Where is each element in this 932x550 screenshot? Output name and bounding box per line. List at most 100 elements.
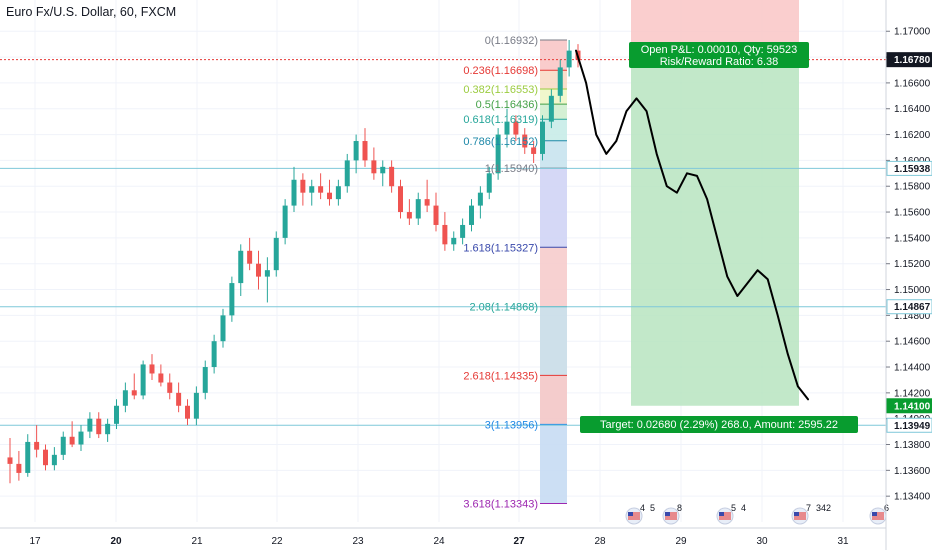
time-tick-label: 31	[837, 536, 849, 547]
price-tick-label: 1.13400	[894, 492, 931, 503]
candle-body	[335, 186, 341, 200]
price-axis[interactable]: 1.170001.168001.166001.164001.162001.160…	[885, 0, 932, 550]
candle-body	[531, 147, 537, 154]
candle-body	[398, 186, 403, 213]
fib-level-label: 3.618(1.13343)	[463, 499, 538, 511]
price-tick-label: 1.15600	[894, 208, 931, 219]
fib-zone	[540, 40, 567, 71]
price-label-text: 1.16780	[894, 55, 931, 66]
candle-body	[202, 367, 208, 393]
event-count: 342	[816, 503, 831, 513]
candle-body	[486, 173, 492, 193]
fib-level-label: 0.618(1.16319)	[463, 114, 538, 126]
candle-body	[96, 418, 102, 435]
price-tick-label: 1.15000	[894, 285, 931, 296]
price-label-text: 1.15938	[894, 164, 931, 175]
price-label-bg	[886, 417, 932, 433]
candle-body	[211, 341, 217, 368]
fib-level-label: 3(1.13956)	[485, 419, 538, 431]
time-tick-label: 20	[110, 536, 122, 547]
flag-stripes-icon	[719, 512, 731, 520]
candle-body	[69, 436, 75, 445]
time-tick-label: 21	[191, 536, 203, 547]
candle-body	[238, 250, 244, 284]
event-count: 6	[884, 503, 889, 513]
candle-body	[344, 160, 350, 187]
target-badge-bg	[580, 416, 858, 433]
fib-level-label: 2.618(1.14335)	[463, 370, 538, 382]
time-tick-label: 27	[513, 536, 525, 547]
event-count: 7	[806, 503, 811, 513]
price-label-bg	[886, 398, 932, 414]
candle-body	[114, 405, 119, 424]
candle-body	[513, 121, 519, 135]
candle-body	[264, 270, 270, 277]
time-tick-label: 28	[594, 536, 606, 547]
fib-level-label: 0(1.16932)	[485, 35, 538, 47]
candle-body	[34, 441, 40, 450]
price-label: 1.16780	[886, 52, 932, 68]
candle-body	[442, 224, 448, 245]
event-count: 8	[677, 503, 682, 513]
candle-body	[522, 134, 528, 148]
fib-zone	[540, 424, 567, 504]
candle-body	[131, 390, 137, 396]
fib-zone	[540, 70, 567, 89]
candle-body	[105, 423, 111, 435]
candle-body	[540, 121, 545, 154]
price-tick-label: 1.16200	[894, 130, 931, 141]
candle-body	[167, 382, 173, 393]
flag-stripes-icon	[794, 512, 806, 520]
candle-body	[193, 392, 199, 419]
candle-body	[51, 454, 57, 466]
price-tick-label: 1.15800	[894, 182, 931, 193]
fib-level-label: 0.382(1.16553)	[463, 84, 538, 96]
flag-canton-icon	[665, 512, 670, 516]
candle-body	[16, 463, 22, 473]
candle-body	[495, 134, 501, 174]
price-label: 1.14867	[886, 299, 932, 315]
event-marker[interactable]: 7 342	[791, 503, 831, 525]
flag-stripes-icon	[872, 512, 884, 520]
candle-body	[415, 199, 421, 219]
time-tick-label: 24	[433, 536, 445, 547]
open-pnl-badge: Open P&L: 0.00010, Qty: 59523Risk/Reward…	[629, 42, 809, 68]
candle-body	[25, 441, 31, 473]
candle-body	[229, 283, 235, 316]
fib-level-label: 2.08(1.14868)	[470, 302, 539, 314]
candle-body	[433, 205, 439, 225]
candle-body	[78, 431, 84, 445]
price-tick-label: 1.17000	[894, 27, 931, 38]
price-tick-label: 1.14800	[894, 311, 931, 322]
candle-body	[273, 237, 279, 271]
fib-level-label: 1.618(1.15327)	[463, 242, 538, 254]
candle-body	[291, 179, 297, 206]
fib-level-label: 0.786(1.16152)	[463, 136, 538, 148]
candle-body	[60, 436, 66, 455]
candle-body	[300, 179, 306, 193]
candle-body	[220, 315, 226, 342]
economic-events[interactable]: 4 5 8 5 4 7 342 6	[625, 503, 889, 525]
candle-body	[406, 212, 412, 219]
price-tick-label: 1.14400	[894, 363, 931, 374]
candle-body	[451, 237, 457, 245]
time-tick-label: 23	[352, 536, 364, 547]
position-badges: Open P&L: 0.00010, Qty: 59523Risk/Reward…	[580, 42, 858, 433]
candle-body	[140, 364, 146, 396]
candle-body	[477, 192, 483, 206]
flag-stripes-icon	[665, 512, 677, 520]
fib-zone	[540, 119, 567, 141]
fibonacci-extension[interactable]	[540, 39, 567, 505]
time-axis[interactable]: 17 20 21 22 23 24 27 28 29 30 31	[0, 527, 886, 547]
candle-body	[87, 418, 93, 432]
fib-level-label: 0.5(1.16436)	[476, 99, 538, 111]
candle-body	[43, 449, 48, 466]
event-marker[interactable]: 8	[662, 503, 682, 525]
price-tick-label: 1.14600	[894, 337, 931, 348]
projection-path[interactable]	[575, 49, 809, 401]
event-count: 5	[731, 503, 736, 513]
price-tick-label: 1.13600	[894, 466, 931, 477]
